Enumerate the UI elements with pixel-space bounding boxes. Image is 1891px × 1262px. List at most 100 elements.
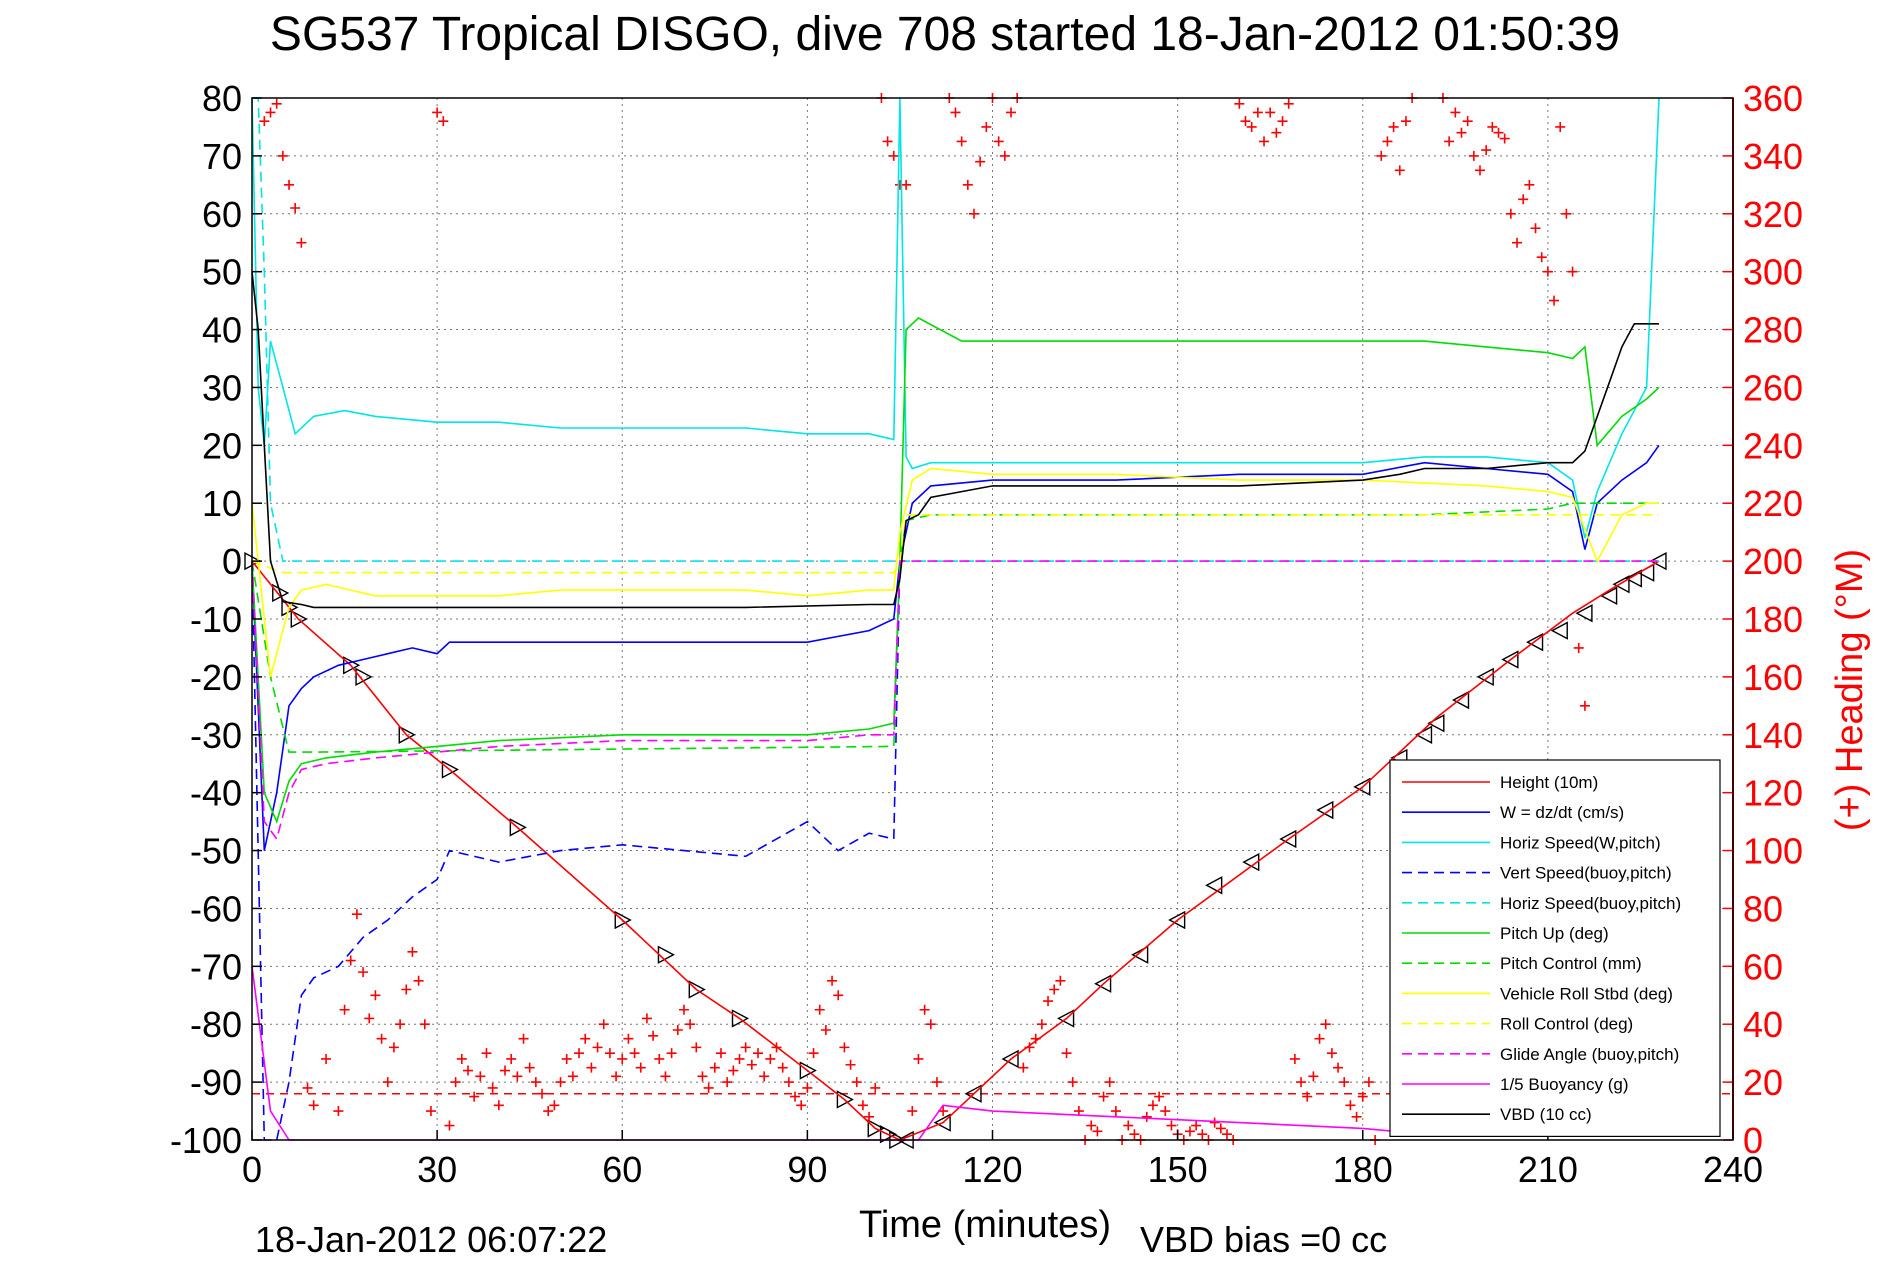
heading-point bbox=[1345, 1100, 1356, 1111]
heading-point bbox=[1320, 1019, 1331, 1030]
y-tick-label: -70 bbox=[190, 946, 242, 987]
heading-point bbox=[1036, 1019, 1047, 1030]
heading-point bbox=[1086, 1120, 1097, 1131]
y2-tick-label: 20 bbox=[1743, 1062, 1783, 1103]
legend-entry: Height (10m) bbox=[1500, 773, 1598, 792]
heading-point bbox=[851, 1077, 862, 1088]
x-axis: 0 30 60 90 120 150 180 210 240 bbox=[242, 1130, 1763, 1190]
heading-point bbox=[777, 1062, 788, 1073]
heading-point bbox=[654, 1053, 665, 1064]
heading-point bbox=[691, 1042, 702, 1053]
heading-point bbox=[1277, 116, 1288, 127]
heading-point bbox=[1579, 700, 1590, 711]
series-line-roll-control-deg bbox=[251, 513, 1659, 574]
heading-point bbox=[648, 1030, 659, 1041]
heading-point bbox=[1018, 1062, 1029, 1073]
heading-point bbox=[407, 946, 418, 957]
y2-tick-label: 0 bbox=[1743, 1120, 1763, 1161]
heading-point bbox=[364, 1013, 375, 1024]
heading-point bbox=[500, 1065, 511, 1076]
y-tick-label: 80 bbox=[202, 78, 242, 119]
y2-tick-label: 80 bbox=[1743, 888, 1783, 929]
heading-point bbox=[271, 98, 282, 109]
depth-markers bbox=[244, 551, 1667, 1150]
heading-point bbox=[1339, 1077, 1350, 1088]
heading-point bbox=[1388, 121, 1399, 132]
heading-point bbox=[1110, 1106, 1121, 1117]
y2-tick-label: 200 bbox=[1743, 541, 1803, 582]
series-lines bbox=[251, 97, 1660, 1141]
x-tick-label: 90 bbox=[787, 1149, 827, 1190]
heading-point bbox=[450, 1077, 461, 1088]
heading-point bbox=[376, 1033, 387, 1044]
x-axis-label: Time (minutes) bbox=[859, 1204, 1111, 1246]
vbd-bias-label: VBD bias =0 cc bbox=[1140, 1219, 1387, 1260]
heading-point bbox=[678, 1004, 689, 1015]
y-tick-label: -20 bbox=[190, 657, 242, 698]
heading-point bbox=[728, 1065, 739, 1076]
heading-axis: 3603403203002802602402202001801601401201… bbox=[1723, 78, 1803, 1161]
x-tick-label: 60 bbox=[602, 1149, 642, 1190]
heading-point bbox=[611, 1071, 622, 1082]
heading-point bbox=[814, 1004, 825, 1015]
heading-point bbox=[1505, 208, 1516, 219]
heading-point bbox=[537, 1088, 548, 1099]
heading-point bbox=[598, 1019, 609, 1030]
heading-point bbox=[487, 1082, 498, 1093]
y-tick-label: -10 bbox=[190, 599, 242, 640]
heading-point bbox=[1166, 1120, 1177, 1131]
heading-point bbox=[1104, 1077, 1115, 1088]
depth-marker bbox=[1205, 876, 1223, 895]
depth-marker bbox=[1001, 1049, 1019, 1069]
depth-marker bbox=[1526, 632, 1544, 652]
y2-tick-label: 340 bbox=[1743, 136, 1803, 177]
legend: Height (10m) W = dz/dt (cm/s) Horiz Speed(… bbox=[1389, 759, 1721, 1137]
y-tick-label: 20 bbox=[202, 425, 242, 466]
y2-tick-label: 100 bbox=[1743, 831, 1803, 872]
x-tick-label: 30 bbox=[417, 1149, 457, 1190]
heading-point bbox=[413, 975, 424, 986]
heading-point bbox=[808, 1048, 819, 1059]
x-tick-label: 120 bbox=[962, 1149, 1022, 1190]
heading-point bbox=[1067, 1077, 1078, 1088]
heading-point bbox=[1234, 98, 1245, 109]
heading-point bbox=[1246, 121, 1257, 132]
heading-point bbox=[641, 1013, 652, 1024]
heading-point bbox=[709, 1062, 720, 1073]
heading-point bbox=[1215, 1123, 1226, 1134]
heading-point bbox=[968, 208, 979, 219]
heading-point bbox=[395, 1019, 406, 1030]
heading-point bbox=[1450, 107, 1461, 118]
heading-point bbox=[796, 1100, 807, 1111]
y-tick-label: 0 bbox=[222, 541, 242, 582]
heading-point bbox=[1462, 116, 1473, 127]
heading-point bbox=[950, 107, 961, 118]
heading-point bbox=[783, 1077, 794, 1088]
y-tick-label: -90 bbox=[190, 1062, 242, 1103]
heading-point bbox=[543, 1106, 554, 1117]
x-tick-label: 210 bbox=[1518, 1149, 1578, 1190]
heading-markers bbox=[259, 93, 1634, 1145]
heading-point bbox=[882, 136, 893, 147]
y2-tick-label: 180 bbox=[1743, 599, 1803, 640]
depth-marker bbox=[1550, 621, 1568, 640]
legend-entry: Vert Speed(buoy,pitch) bbox=[1500, 864, 1672, 883]
y2-tick-label: 320 bbox=[1743, 194, 1803, 235]
heading-point bbox=[1394, 165, 1405, 176]
heading-point bbox=[444, 1120, 455, 1131]
heading-point bbox=[1308, 1071, 1319, 1082]
heading-point bbox=[592, 1042, 603, 1053]
heading-point bbox=[574, 1048, 585, 1059]
heading-point bbox=[703, 1082, 714, 1093]
depth-marker bbox=[1094, 974, 1112, 993]
depth-marker bbox=[1649, 551, 1667, 571]
depth-marker bbox=[1624, 569, 1642, 588]
series-line-vert-speed-buoy-pitch bbox=[251, 561, 901, 1141]
heading-point bbox=[1061, 1048, 1072, 1059]
heading-point bbox=[629, 1048, 640, 1059]
heading-point bbox=[1468, 150, 1479, 161]
heading-point bbox=[1481, 145, 1492, 156]
heading-point bbox=[901, 179, 912, 190]
heading-point bbox=[604, 1048, 615, 1059]
